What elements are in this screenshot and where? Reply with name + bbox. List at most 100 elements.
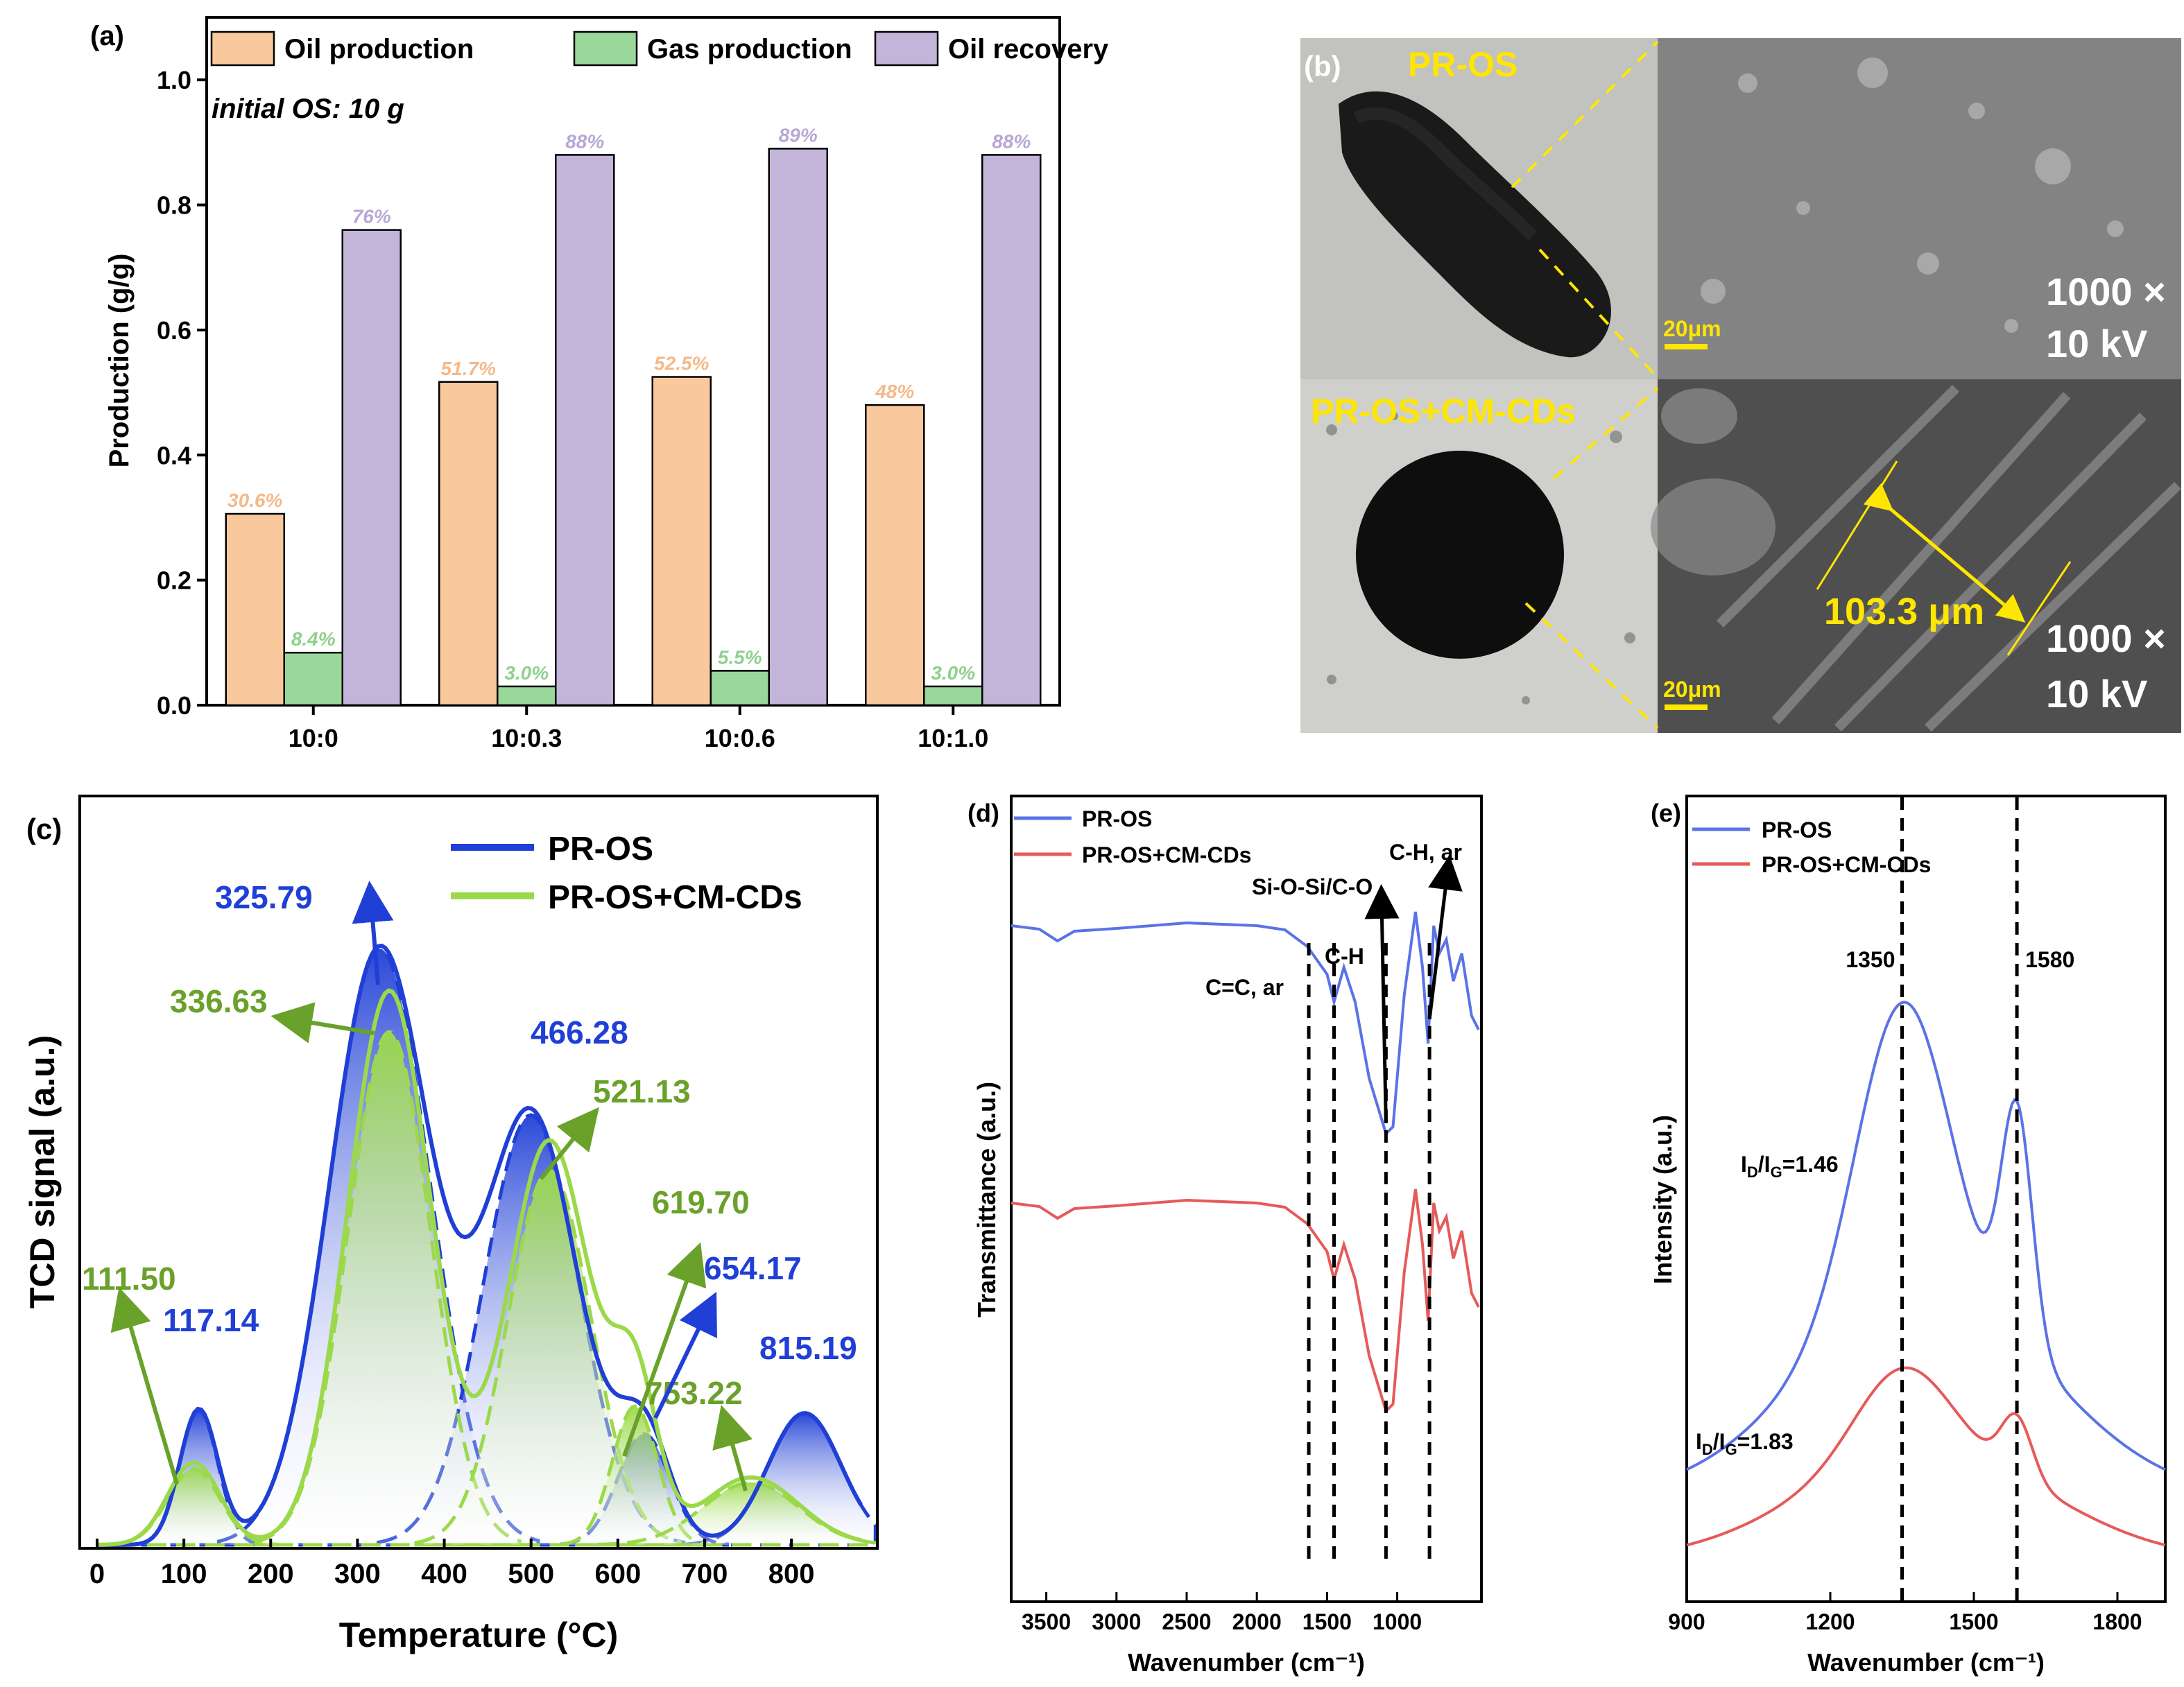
- series-line-pr-os: [1011, 911, 1480, 1136]
- panel-c-deconvolution-peaks: [108, 946, 878, 1547]
- legend-label: PR-OS+CM-CDs: [548, 879, 802, 916]
- bar: [768, 148, 828, 707]
- x-tick-label: 1000: [1373, 1609, 1422, 1634]
- scale-bar-top: 20μm: [1663, 316, 1721, 341]
- bar: [651, 376, 712, 707]
- bar-data-label: 76%: [352, 206, 391, 227]
- panel-a-frame: [205, 16, 1061, 707]
- panel-e-x-axis: 900 1200 1500 1800: [1668, 1592, 2142, 1634]
- peak-label-blue: 815.19: [759, 1330, 857, 1366]
- panel-a-annotation: initial OS: 10 g: [212, 94, 404, 124]
- scale-bar-bottom: 20μm: [1663, 677, 1721, 702]
- bar: [341, 229, 402, 707]
- bar: [923, 685, 983, 707]
- legend-label: PR-OS: [1762, 817, 1832, 842]
- peak-arrow: [270, 1002, 375, 1044]
- peak-arrow: [539, 1107, 599, 1180]
- bar: [438, 381, 499, 707]
- panel-b-letter: (b): [1304, 50, 1341, 83]
- annotation-label: Si-O-Si/C-O: [1252, 874, 1373, 899]
- panel-e-letter: (e): [1651, 799, 1681, 827]
- bar-data-label: 51.7%: [441, 358, 496, 379]
- y-tick-label: 0.4: [157, 441, 191, 469]
- x-tick-label: 100: [161, 1559, 207, 1589]
- legend-swatch: [573, 31, 638, 67]
- series-line-pr-os: [1686, 1001, 2166, 1471]
- legend-swatch: [210, 31, 275, 67]
- peak-label-green: 521.13: [593, 1073, 691, 1109]
- x-tick-label: 900: [1668, 1609, 1705, 1634]
- series-line-pr-os-cm-cds: [1686, 1366, 2166, 1547]
- voltage-bottom: 10 kV: [2046, 672, 2147, 716]
- panel-d-legend: PR-OS PR-OS+CM-CDs: [1014, 806, 1251, 867]
- bar: [710, 670, 770, 707]
- x-tick-label: 3500: [1022, 1609, 1071, 1634]
- bar: [981, 154, 1042, 707]
- bar-data-label: 52.5%: [654, 353, 709, 374]
- oil-shale-sample-dark: [1339, 91, 1611, 358]
- peak-label-blue: 325.79: [215, 879, 313, 915]
- series-line-pr-os: [97, 943, 863, 1547]
- panel-d-annotations: C=C, ar C-H Si-O-Si/C-O C-H, ar: [1205, 840, 1463, 1124]
- bar-data-label: 3.0%: [931, 662, 975, 684]
- panel-d-x-axis: 3500 3000 2500 2000 1500 1000: [1022, 1592, 1422, 1634]
- panel-c-frame: [78, 795, 879, 1550]
- peak-label-green: 619.70: [652, 1184, 750, 1220]
- legend-label: PR-OS: [1082, 806, 1152, 831]
- y-tick-label: 0.8: [157, 191, 191, 220]
- peak-label: 1580: [2025, 947, 2074, 972]
- x-tick-label: 3000: [1092, 1609, 1141, 1634]
- panel-d-ftir-chart: (d) 3500 3000 2500 2000 1500 1000 Wavenumber …: [968, 795, 1483, 1677]
- panel-e-y-label: Intensity (a.u.): [1649, 1115, 1677, 1284]
- sem-label-pr-os-cm-cds: PR-OS+CM-CDs: [1311, 392, 1576, 431]
- bar-data-label: 30.6%: [227, 490, 282, 511]
- x-tick-label: 0: [89, 1559, 105, 1589]
- x-tick-label: 200: [248, 1559, 294, 1589]
- ratio-label: ID/IG=1.46: [1741, 1152, 1839, 1181]
- measurement-arrow: [1863, 483, 2026, 623]
- x-tick-label: 600: [594, 1559, 641, 1589]
- legend-swatch: [874, 31, 939, 67]
- sem-photo-pr-os-cm-cds: [1300, 379, 1658, 733]
- x-tick-label: 1200: [1805, 1609, 1855, 1634]
- bar-data-label: 8.4%: [291, 628, 336, 650]
- legend-label: PR-OS+CM-CDs: [1762, 852, 1931, 877]
- x-tick-label: 700: [682, 1559, 728, 1589]
- panel-c-peak-labels: 117.14 325.79 466.28 654.17 815.19 111.50 336.…: [82, 879, 857, 1491]
- powder-sample-dark: [1356, 451, 1564, 659]
- x-tick-label: 300: [334, 1559, 381, 1589]
- y-tick-label: 0.2: [157, 566, 191, 595]
- series-line-pr-os-cm-cds: [1011, 1188, 1480, 1414]
- series-line-pr-os-cm-cds: [96, 988, 862, 1547]
- annotation-label: C=C, ar: [1205, 975, 1284, 1000]
- panel-e-x-label: Wavenumber (cm⁻¹): [1807, 1648, 2045, 1677]
- x-tick-label: 800: [768, 1559, 815, 1589]
- annotation-label: C-H, ar: [1389, 840, 1462, 865]
- panel-a-letter: (a): [90, 21, 124, 51]
- panel-e-frame: [1685, 795, 2167, 1603]
- y-tick-label: 1.0: [157, 66, 191, 94]
- x-tick-label: 10:1.0: [918, 724, 988, 752]
- panel-b-sem-images: (b) PR-OS PR-OS+CM-CDs 20μm 20μm 1000 × …: [1300, 38, 2181, 733]
- ratio-label: ID/IG=1.83: [1696, 1429, 1794, 1458]
- panel-a-bar-chart: (a) 0.00.20.40.60.81.0 10:0 10:0.3 10:0.6 1…: [90, 16, 1109, 752]
- peak-label-green: 336.63: [170, 983, 268, 1019]
- panel-a-legend: Oil production Gas production Oil recovery: [210, 31, 1109, 67]
- bar: [497, 685, 557, 707]
- bar-data-label: 48%: [875, 381, 914, 402]
- peak-arrow: [712, 1405, 753, 1491]
- x-tick-label: 10:0.6: [705, 724, 775, 752]
- peak-label-green: 111.50: [82, 1261, 176, 1297]
- annotation-label: C-H: [1325, 944, 1364, 969]
- legend-label: Gas production: [647, 34, 852, 64]
- bar: [555, 154, 615, 707]
- peak-label-blue: 117.14: [163, 1302, 259, 1338]
- magnification-bottom: 1000 ×: [2046, 616, 2166, 660]
- measurement-label: 103.3 μm: [1824, 591, 1984, 632]
- panel-c-curves: [96, 943, 863, 1547]
- peak-label: 1350: [1846, 947, 1895, 972]
- legend-label: PR-OS: [548, 831, 653, 867]
- panel-d-x-label: Wavenumber (cm⁻¹): [1128, 1648, 1365, 1677]
- x-tick-label: 1800: [2092, 1609, 2142, 1634]
